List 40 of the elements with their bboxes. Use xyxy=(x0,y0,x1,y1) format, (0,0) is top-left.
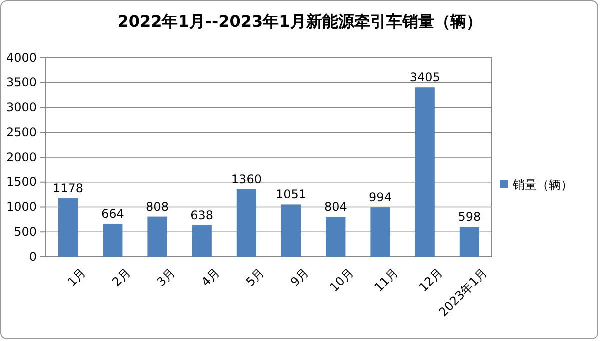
data-label: 3405 xyxy=(410,70,440,85)
y-tick-label: 2500 xyxy=(6,125,37,140)
bar xyxy=(58,198,78,257)
y-tick-label: 0 xyxy=(29,250,37,264)
chart-title: 2022年1月--2023年1月新能源牵引车销量（辆） xyxy=(118,12,482,31)
x-tick-label: 12月 xyxy=(416,266,446,295)
y-tick-label: 1000 xyxy=(6,200,37,214)
y-tick-label: 1500 xyxy=(6,175,37,190)
x-tick-label: 10月 xyxy=(327,266,356,295)
data-label: 664 xyxy=(101,206,124,221)
x-tick-label: 1月 xyxy=(65,266,89,290)
x-tick-label: 11月 xyxy=(372,266,402,295)
data-label: 808 xyxy=(146,200,169,214)
data-label: 994 xyxy=(369,190,392,205)
bar xyxy=(415,88,435,257)
x-tick-label: 5月 xyxy=(243,266,268,290)
x-tick-label: 3月 xyxy=(154,266,178,290)
y-tick-label: 4000 xyxy=(6,50,37,65)
legend-label: 销量（辆） xyxy=(512,178,573,192)
data-label: 1360 xyxy=(231,172,262,186)
data-label: 804 xyxy=(324,200,348,214)
data-label: 638 xyxy=(190,208,214,222)
x-tick-label: 9月 xyxy=(288,266,312,290)
x-tick-label: 2月 xyxy=(110,266,134,290)
bar xyxy=(103,224,123,257)
data-label: 1051 xyxy=(276,188,307,202)
bar xyxy=(236,189,257,257)
bar xyxy=(460,227,480,257)
bar xyxy=(281,204,302,257)
bar xyxy=(148,216,168,257)
data-label: 1178 xyxy=(53,181,84,196)
y-tick-label: 3500 xyxy=(6,76,37,90)
y-tick-label: 2000 xyxy=(6,150,37,164)
bar xyxy=(326,217,346,257)
data-label: 598 xyxy=(458,210,482,224)
y-tick-label: 500 xyxy=(14,224,37,239)
x-tick-label: 4月 xyxy=(198,266,223,290)
bar xyxy=(370,208,390,257)
bar xyxy=(192,225,212,257)
y-tick-label: 3000 xyxy=(6,100,37,115)
